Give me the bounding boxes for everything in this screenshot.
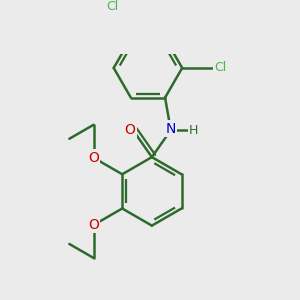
Text: Cl: Cl [106,1,118,13]
Text: O: O [124,123,135,137]
Text: O: O [88,151,99,165]
Text: H: H [189,124,199,136]
Text: Cl: Cl [215,61,227,74]
Text: N: N [166,122,176,136]
Text: O: O [88,218,99,232]
